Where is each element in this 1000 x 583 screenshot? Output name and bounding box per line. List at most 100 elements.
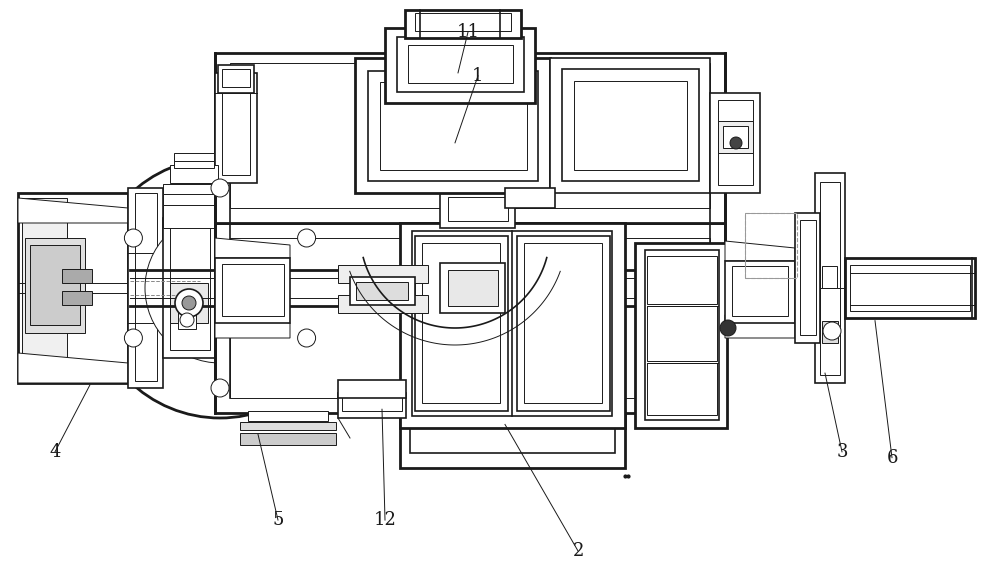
Polygon shape: [215, 313, 290, 338]
Bar: [710, 93, 760, 193]
Bar: [215, 223, 725, 413]
Bar: [440, 263, 505, 313]
Text: 3: 3: [836, 443, 848, 461]
Bar: [574, 81, 687, 170]
Bar: [230, 63, 710, 208]
Polygon shape: [215, 238, 290, 258]
Bar: [448, 197, 508, 221]
Bar: [174, 158, 214, 168]
Polygon shape: [18, 198, 128, 223]
Circle shape: [182, 296, 196, 310]
Bar: [718, 100, 753, 185]
Bar: [723, 126, 748, 148]
Bar: [422, 243, 500, 403]
Bar: [800, 220, 816, 335]
Bar: [128, 188, 163, 388]
Bar: [448, 270, 498, 306]
Bar: [725, 261, 795, 323]
Polygon shape: [725, 241, 795, 261]
Bar: [524, 243, 602, 403]
Circle shape: [298, 229, 316, 247]
Bar: [18, 193, 128, 383]
Bar: [355, 58, 550, 193]
Circle shape: [720, 320, 736, 336]
Bar: [163, 184, 218, 194]
Bar: [442, 93, 468, 111]
Bar: [718, 121, 753, 153]
Bar: [550, 58, 710, 193]
Polygon shape: [725, 315, 795, 338]
Bar: [215, 258, 290, 323]
Bar: [562, 69, 699, 181]
Bar: [647, 256, 717, 304]
Bar: [222, 80, 250, 175]
Bar: [218, 65, 254, 93]
Bar: [410, 411, 615, 453]
Bar: [30, 245, 80, 325]
Bar: [645, 250, 719, 420]
Bar: [174, 153, 214, 161]
Bar: [163, 200, 218, 228]
Bar: [412, 231, 612, 416]
Bar: [222, 264, 284, 316]
Bar: [647, 306, 717, 361]
Text: 6: 6: [886, 449, 898, 466]
Bar: [820, 182, 840, 375]
Bar: [415, 236, 508, 411]
Circle shape: [145, 213, 295, 363]
Circle shape: [175, 243, 265, 333]
Bar: [170, 226, 210, 350]
Circle shape: [124, 329, 142, 347]
Circle shape: [90, 158, 350, 418]
Bar: [400, 223, 625, 428]
Bar: [25, 238, 85, 333]
Bar: [850, 265, 970, 311]
Polygon shape: [18, 353, 128, 383]
Text: 2: 2: [572, 542, 584, 560]
Bar: [732, 266, 788, 316]
Circle shape: [211, 179, 229, 197]
Circle shape: [175, 289, 203, 317]
Circle shape: [211, 379, 229, 397]
Bar: [163, 218, 218, 358]
Bar: [440, 193, 515, 228]
Text: 4: 4: [49, 443, 61, 461]
Bar: [505, 188, 555, 208]
Bar: [222, 69, 250, 87]
Bar: [400, 413, 625, 468]
Circle shape: [180, 313, 194, 327]
Bar: [170, 165, 218, 183]
Bar: [215, 53, 725, 223]
Bar: [338, 380, 406, 398]
Bar: [178, 311, 196, 329]
Bar: [62, 291, 92, 305]
Bar: [415, 13, 511, 31]
Text: 5: 5: [272, 511, 284, 529]
Bar: [62, 269, 92, 283]
Bar: [338, 393, 406, 418]
Bar: [240, 433, 336, 445]
Circle shape: [823, 322, 841, 340]
Text: 1: 1: [472, 67, 484, 85]
Bar: [342, 395, 402, 411]
Bar: [230, 238, 710, 398]
Bar: [517, 236, 610, 411]
Bar: [356, 282, 408, 300]
Bar: [845, 258, 975, 318]
Circle shape: [298, 329, 316, 347]
Bar: [795, 213, 820, 343]
Circle shape: [730, 137, 742, 149]
Bar: [745, 213, 797, 278]
Bar: [635, 243, 727, 428]
Bar: [745, 213, 797, 278]
Bar: [397, 37, 524, 92]
Bar: [135, 193, 157, 381]
Bar: [405, 10, 521, 38]
Bar: [385, 28, 535, 103]
Bar: [822, 321, 838, 343]
Bar: [822, 266, 837, 288]
Bar: [350, 277, 415, 305]
Bar: [240, 422, 336, 430]
Circle shape: [124, 229, 142, 247]
Bar: [170, 283, 208, 323]
